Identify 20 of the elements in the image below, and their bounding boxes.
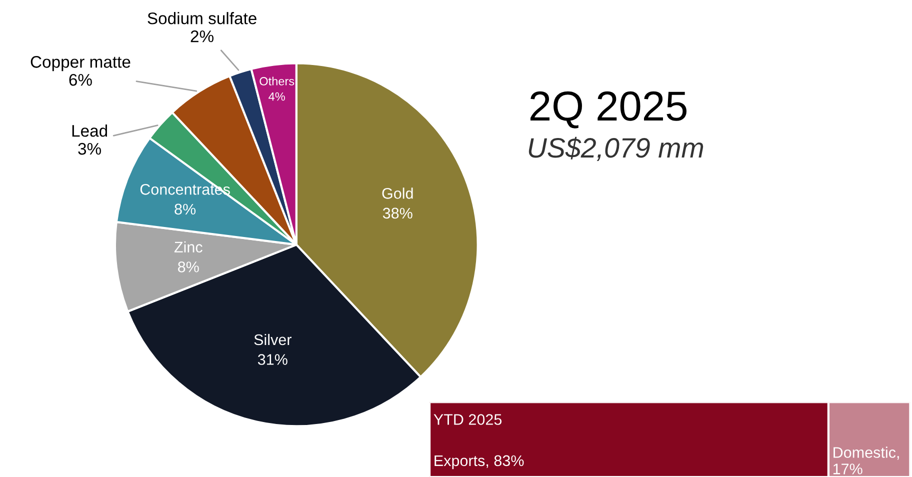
slice-label: Sodium sulfate bbox=[148, 12, 256, 24]
slice-label: Others bbox=[260, 76, 294, 86]
data-label: 38% bbox=[382, 208, 412, 219]
y-tick-label: YTD 2025 bbox=[434, 414, 502, 425]
data-label: Exports, 83% bbox=[434, 455, 524, 470]
data-label: 31% bbox=[258, 354, 288, 365]
data-label: Domestic, 17% bbox=[833, 446, 899, 474]
data-label: 2% bbox=[190, 30, 214, 42]
slice-label: Zinc bbox=[174, 241, 202, 253]
slice-label: Silver bbox=[254, 334, 292, 346]
text: 2Q 2025 bbox=[530, 91, 686, 128]
data-label: 4% bbox=[268, 92, 285, 101]
slice-label: Lead bbox=[72, 124, 108, 137]
slice-label: Copper matte bbox=[30, 56, 130, 72]
data-label: 8% bbox=[174, 204, 196, 215]
data-label: 6% bbox=[69, 74, 92, 86]
text: US$2,079 mm bbox=[528, 136, 704, 161]
data-label: 8% bbox=[178, 262, 199, 272]
data-label: 3% bbox=[78, 142, 101, 155]
slice-label: Gold bbox=[382, 188, 413, 199]
